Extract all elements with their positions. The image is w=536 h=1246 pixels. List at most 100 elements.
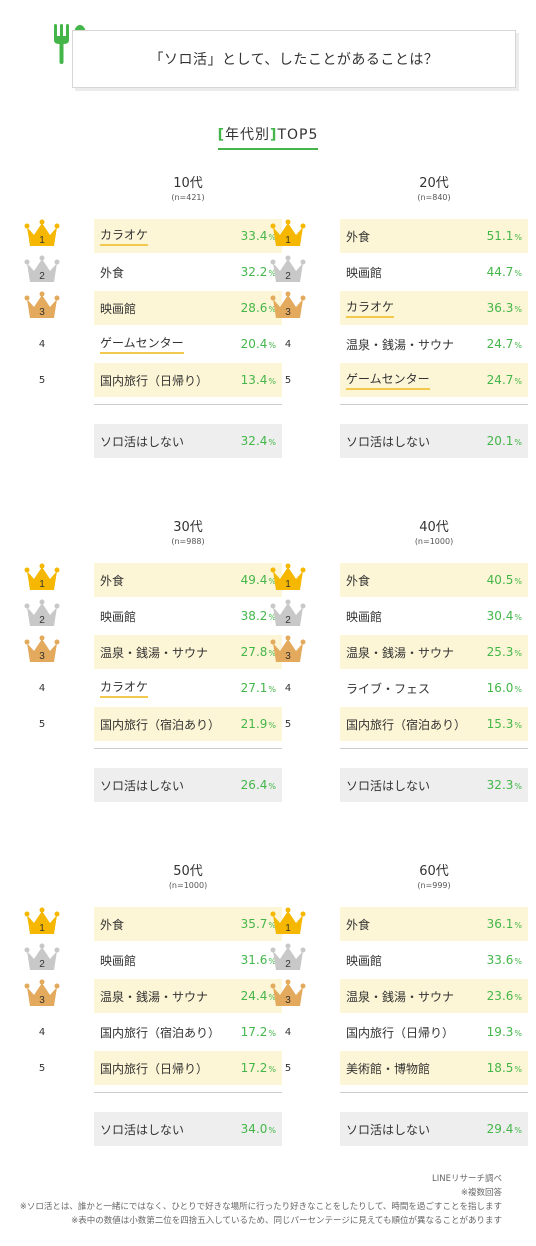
- percentage-value: 34.0%: [240, 1122, 276, 1136]
- svg-text:1: 1: [285, 235, 291, 246]
- activity-label: 外食: [100, 265, 125, 280]
- ranking-row: 4 国内旅行（宿泊あり） 17.2%: [24, 1015, 282, 1049]
- age-group-block: 50代 (n=1000) 1 外食 35.7% 2 映画館 31.6% 3 温泉・銭湯・サウナ 24…: [24, 860, 282, 1150]
- age-label: 30代: [173, 520, 203, 535]
- silver-crown-icon: 2: [270, 255, 306, 289]
- gold-crown-icon: 1: [270, 907, 306, 941]
- ranking-row: 5 美術館・博物館 18.5%: [270, 1051, 528, 1085]
- percentage-value: 17.2%: [240, 1061, 276, 1075]
- ranking-row: 2 映画館 30.4%: [270, 599, 528, 633]
- activity-label: カラオケ: [100, 226, 149, 246]
- ranking-row: 3 映画館 28.6%: [24, 291, 282, 325]
- ranking-cell: 温泉・銭湯・サウナ 27.8%: [94, 635, 282, 669]
- ranking-cell: 温泉・銭湯・サウナ 24.4%: [94, 979, 282, 1013]
- divider: [340, 1092, 528, 1093]
- rank-number: 5: [284, 718, 292, 730]
- sample-size: (n=1000): [414, 537, 454, 546]
- svg-text:3: 3: [285, 995, 291, 1006]
- rank-badge: 3: [24, 979, 60, 1013]
- rank-number: 4: [284, 1026, 292, 1038]
- age-group-header: 30代 (n=988): [94, 516, 282, 546]
- svg-text:2: 2: [285, 271, 291, 282]
- activity-label: ライブ・フェス: [346, 681, 431, 696]
- rank-badge: 4: [24, 671, 60, 705]
- age-group-block: 60代 (n=999) 1 外食 36.1% 2 映画館 33.6% 3 温泉・銭湯・サウナ 23.…: [270, 860, 528, 1150]
- rank-badge: 5: [270, 1051, 306, 1085]
- rank-badge: 4: [24, 1015, 60, 1049]
- ranking-row: 2 外食 32.2%: [24, 255, 282, 289]
- divider: [340, 404, 528, 405]
- activity-label: ゲームセンター: [346, 370, 430, 390]
- svg-text:2: 2: [39, 271, 45, 282]
- age-group-block: 10代 (n=421) 1 カラオケ 33.4% 2 外食 32.2% 3 映画館 28.6% 4 ゲー…: [24, 172, 282, 462]
- silver-crown-icon: 2: [270, 599, 306, 633]
- ranking-cell: 国内旅行（日帰り） 13.4%: [94, 363, 282, 397]
- rank-number: 4: [38, 338, 46, 350]
- ranking-row: 1 カラオケ 33.4%: [24, 219, 282, 253]
- divider: [340, 748, 528, 749]
- ranking-row: 3 温泉・銭湯・サウナ 23.6%: [270, 979, 528, 1013]
- silver-crown-icon: 2: [24, 255, 60, 289]
- percentage-value: 32.4%: [240, 434, 276, 448]
- activity-label: 映画館: [346, 265, 383, 280]
- rank-number: 5: [38, 374, 46, 386]
- bronze-crown-icon: 3: [24, 979, 60, 1013]
- footer-notes: LINEリサーチ調べ ※複数回答 ※ソロ活とは、誰かと一緒にではなく、ひとりで好…: [20, 1172, 502, 1228]
- no-solo-label: ソロ活はしない: [100, 778, 185, 793]
- ranking-row: 5 国内旅行（日帰り） 17.2%: [24, 1051, 282, 1085]
- age-group-header: 50代 (n=1000): [94, 860, 282, 890]
- ranking-row: 1 外食 40.5%: [270, 563, 528, 597]
- no-solo-label: ソロ活はしない: [346, 778, 431, 793]
- ranking-row: 1 外食 36.1%: [270, 907, 528, 941]
- activity-label: 外食: [346, 229, 371, 244]
- svg-text:3: 3: [39, 651, 45, 662]
- rank-badge: 3: [270, 635, 306, 669]
- percentage-value: 13.4%: [240, 373, 276, 387]
- activity-label: 温泉・銭湯・サウナ: [100, 989, 209, 1004]
- rank-badge: 1: [24, 563, 60, 597]
- percentage-value: 21.9%: [240, 717, 276, 731]
- activity-label: 温泉・銭湯・サウナ: [346, 645, 455, 660]
- ranking-cell: ゲームセンター 20.4%: [94, 327, 282, 361]
- rank-badge: 2: [24, 943, 60, 977]
- svg-text:3: 3: [285, 651, 291, 662]
- ranking-row: 4 ゲームセンター 20.4%: [24, 327, 282, 361]
- ranking-cell: 外食 51.1%: [340, 219, 528, 253]
- bronze-crown-icon: 3: [270, 635, 306, 669]
- percentage-value: 27.1%: [240, 681, 276, 695]
- activity-label: 美術館・博物館: [346, 1061, 431, 1076]
- ranking-cell: 外食 40.5%: [340, 563, 528, 597]
- rank-badge: 4: [24, 327, 60, 361]
- no-solo-row: ソロ活はしない 29.4%: [270, 1112, 528, 1146]
- gold-crown-icon: 1: [270, 563, 306, 597]
- rank-number: 4: [38, 682, 46, 694]
- silver-crown-icon: 2: [24, 599, 60, 633]
- percentage-value: 32.2%: [240, 265, 276, 279]
- svg-text:1: 1: [39, 235, 45, 246]
- ranking-cell: 国内旅行（宿泊あり） 15.3%: [340, 707, 528, 741]
- age-label: 20代: [419, 176, 449, 191]
- sample-size: (n=999): [417, 881, 451, 890]
- divider: [94, 1092, 282, 1093]
- no-solo-cell: ソロ活はしない 34.0%: [94, 1112, 282, 1146]
- svg-text:1: 1: [285, 923, 291, 934]
- percentage-value: 24.7%: [486, 373, 522, 387]
- rank-badge: 1: [270, 563, 306, 597]
- svg-text:2: 2: [285, 959, 291, 970]
- gold-crown-icon: 1: [270, 219, 306, 253]
- svg-text:3: 3: [285, 307, 291, 318]
- svg-text:2: 2: [39, 615, 45, 626]
- rank-badge: 1: [270, 219, 306, 253]
- activity-label: ゲームセンター: [100, 334, 184, 354]
- ranking-cell: 外食 35.7%: [94, 907, 282, 941]
- ranking-row: 1 外食 51.1%: [270, 219, 528, 253]
- activity-label: 外食: [346, 917, 371, 932]
- no-solo-cell: ソロ活はしない 32.4%: [94, 424, 282, 458]
- activity-label: 映画館: [346, 953, 383, 968]
- note-multiple-answer: ※複数回答: [460, 1188, 502, 1198]
- ranking-cell: 映画館 31.6%: [94, 943, 282, 977]
- activity-label: 国内旅行（宿泊あり）: [100, 1025, 221, 1040]
- bronze-crown-icon: 3: [270, 291, 306, 325]
- sample-size: (n=840): [417, 193, 451, 202]
- ranking-cell: 外食 49.4%: [94, 563, 282, 597]
